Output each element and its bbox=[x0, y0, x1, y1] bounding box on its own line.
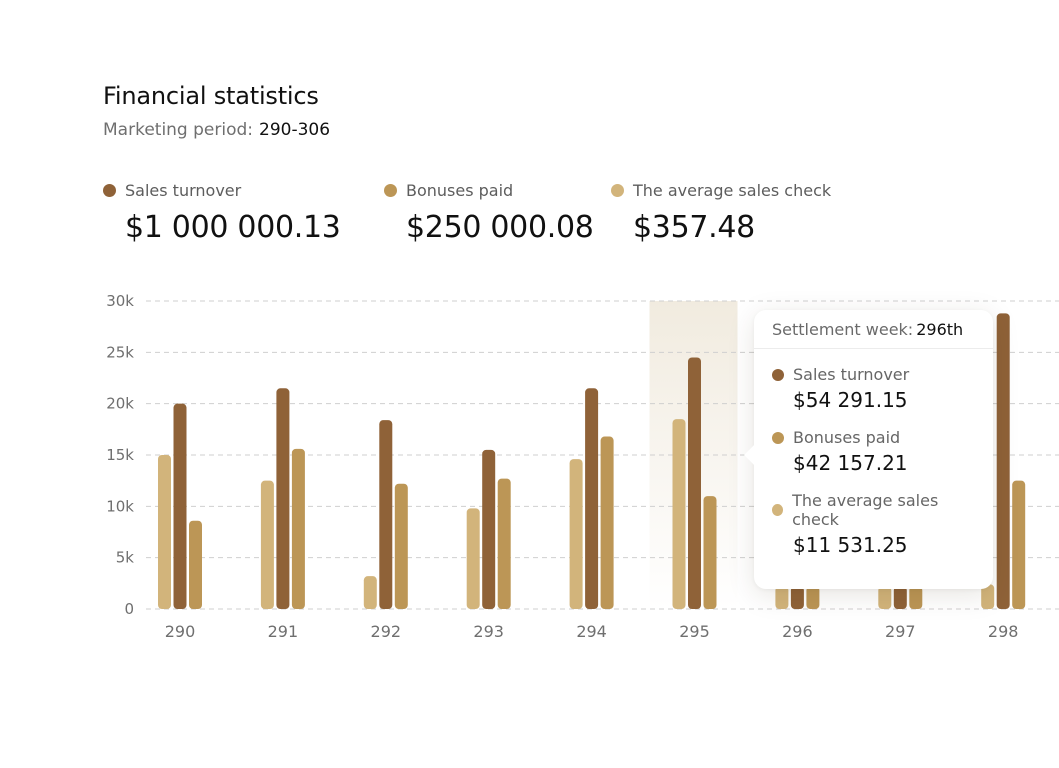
legend-dot-sales-turnover bbox=[103, 184, 116, 197]
bar bbox=[806, 586, 820, 609]
bar bbox=[909, 586, 923, 609]
bar bbox=[585, 388, 599, 609]
bar bbox=[158, 455, 171, 609]
bar bbox=[1012, 480, 1026, 609]
tooltip-heading-value: 296th bbox=[916, 320, 964, 339]
bar bbox=[260, 480, 274, 609]
tooltip-row-bonuses-paid: Bonuses paid $42 157.21 bbox=[754, 428, 993, 475]
bar bbox=[189, 520, 202, 609]
bar bbox=[672, 419, 686, 609]
stat-value: $250 000.08 bbox=[406, 210, 594, 245]
tooltip-dot-sales-turnover bbox=[772, 368, 784, 381]
bar bbox=[790, 586, 804, 609]
tooltip-row-value: $54 291.15 bbox=[793, 388, 908, 412]
bar bbox=[466, 508, 480, 609]
stat-value: $1 000 000.13 bbox=[125, 210, 341, 245]
legend-dot-bonuses-paid bbox=[384, 184, 397, 197]
bar bbox=[688, 357, 701, 609]
bar bbox=[878, 586, 892, 609]
bar bbox=[291, 448, 305, 609]
bar bbox=[703, 496, 717, 609]
bar bbox=[775, 586, 789, 609]
stat-sales-turnover: Sales turnover $1 000 000.13 bbox=[103, 181, 341, 245]
tooltip-row-value: $42 157.21 bbox=[793, 451, 908, 475]
tooltip-row-label: The average sales check bbox=[792, 491, 939, 529]
period-value: 290-306 bbox=[259, 120, 331, 140]
chart-tooltip: Settlement week: 296th Sales turnover $54… bbox=[744, 310, 993, 589]
tooltip-row-sales-turnover: Sales turnover $54 291.15 bbox=[754, 365, 993, 412]
tooltip-row-label: Bonuses paid bbox=[793, 428, 901, 447]
bar bbox=[996, 313, 1010, 609]
x-tick-label: 290 bbox=[165, 622, 196, 641]
bar bbox=[363, 576, 377, 609]
y-tick-label: 30k bbox=[106, 292, 134, 310]
bar bbox=[173, 403, 187, 609]
page-title: Financial statistics bbox=[103, 82, 319, 110]
y-tick-label: 20k bbox=[106, 395, 134, 413]
x-tick-label: 293 bbox=[473, 622, 504, 641]
bar bbox=[482, 449, 496, 609]
tooltip-row-label: Sales turnover bbox=[793, 365, 910, 384]
y-tick-label: 0 bbox=[124, 600, 134, 618]
tooltip-heading-label: Settlement week: bbox=[772, 320, 914, 339]
x-tick-label: 297 bbox=[885, 622, 916, 641]
y-tick-label: 5k bbox=[116, 549, 135, 567]
tooltip-heading: Settlement week: 296th bbox=[754, 310, 993, 349]
x-tick-label: 296 bbox=[782, 622, 813, 641]
x-tick-label: 294 bbox=[576, 622, 607, 641]
x-tick-label: 291 bbox=[268, 622, 299, 641]
legend-dot-average-check bbox=[611, 184, 624, 197]
y-tick-label: 10k bbox=[106, 497, 134, 515]
x-tick-label: 292 bbox=[371, 622, 402, 641]
bar bbox=[893, 586, 907, 609]
x-tick-label: 298 bbox=[988, 622, 1019, 641]
stat-label: Sales turnover bbox=[125, 181, 242, 200]
bar bbox=[497, 478, 511, 609]
tooltip-row-value: $11 531.25 bbox=[793, 533, 908, 557]
tooltip-dot-average-check bbox=[772, 504, 784, 516]
tooltip-dot-bonuses-paid bbox=[772, 431, 784, 444]
y-tick-label: 15k bbox=[106, 446, 134, 464]
tooltip-row-average-check: The average sales check $11 531.25 bbox=[754, 491, 993, 557]
y-tick-label: 25k bbox=[106, 343, 134, 361]
stat-bonuses-paid: Bonuses paid $250 000.08 bbox=[384, 181, 594, 245]
bar bbox=[379, 420, 393, 609]
stat-label: Bonuses paid bbox=[406, 181, 514, 200]
period-label: Marketing period: bbox=[103, 120, 254, 140]
stat-average-check: The average sales check $357.48 bbox=[611, 181, 831, 245]
marketing-period: Marketing period: 290-306 bbox=[103, 120, 330, 140]
stat-label: The average sales check bbox=[633, 181, 832, 200]
bar bbox=[394, 483, 408, 609]
bar bbox=[600, 436, 614, 609]
bar bbox=[981, 584, 995, 609]
bar bbox=[569, 459, 583, 609]
bar bbox=[276, 388, 290, 609]
stat-value: $357.48 bbox=[633, 210, 755, 245]
x-tick-label: 295 bbox=[679, 622, 710, 641]
